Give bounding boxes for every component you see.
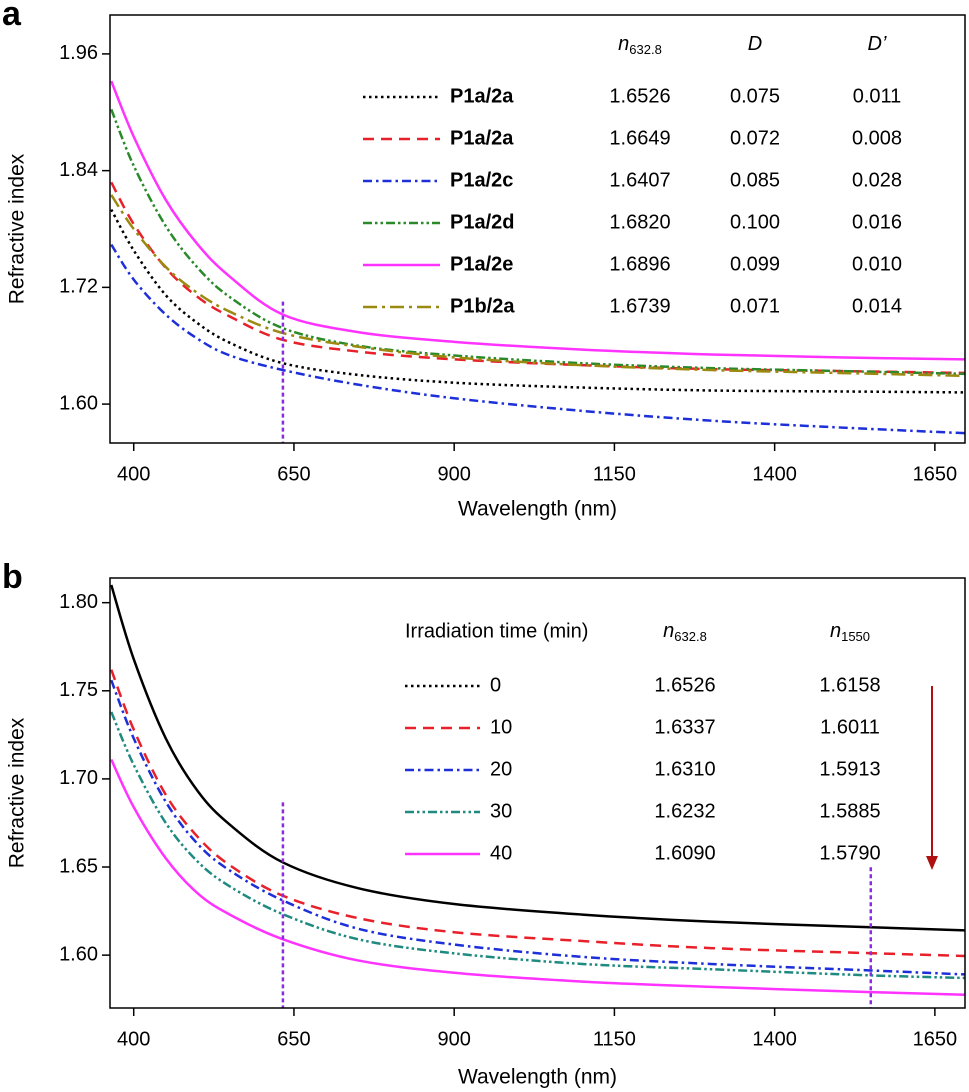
y-tick-label: 1.72 — [59, 276, 98, 298]
table-header: n632.8 — [618, 33, 662, 57]
header-symbol: D’ — [868, 33, 887, 55]
x-tick-label: 1150 — [593, 463, 636, 485]
table-header: n632.8 — [663, 620, 707, 644]
x-tick-label: 900 — [437, 463, 470, 485]
table-cell: 0.071 — [730, 295, 780, 317]
header-subscript: 1550 — [841, 629, 870, 644]
header-symbol: n — [663, 620, 674, 642]
table-cell: 0.008 — [852, 127, 902, 149]
series-line — [110, 669, 965, 958]
x-tick-label: 400 — [117, 463, 150, 485]
series-line — [110, 108, 965, 376]
table-cell: 1.6526 — [654, 674, 715, 696]
table-cell: 1.6158 — [819, 674, 880, 696]
plot-frame — [109, 577, 966, 1009]
legend-label: 10 — [490, 716, 512, 738]
table-cell: 0.099 — [730, 253, 780, 275]
table-header: n1550 — [830, 620, 870, 644]
table-cell: 1.5790 — [819, 842, 880, 864]
x-tick-label: 650 — [277, 463, 310, 485]
table-cell: 1.5885 — [819, 800, 880, 822]
panel-label: a — [2, 0, 22, 33]
x-tick-label: 1150 — [593, 1028, 636, 1050]
x-axis-label: Wavelength (nm) — [458, 1066, 617, 1089]
table-cell: 1.6896 — [609, 253, 670, 275]
table-cell: 0.014 — [852, 295, 902, 317]
header-symbol: n — [618, 33, 629, 55]
table-cell: 0.072 — [730, 127, 780, 149]
y-axis-label: Refractive index — [6, 153, 29, 304]
table-cell: 1.5913 — [819, 758, 880, 780]
y-tick-label: 1.84 — [59, 159, 98, 181]
x-tick-label: 1400 — [752, 463, 797, 485]
legend-label: 20 — [490, 758, 512, 780]
table-header: D — [748, 33, 762, 55]
table-cell: 1.6310 — [654, 758, 715, 780]
table-cell: 0.011 — [853, 85, 902, 107]
table-cell: 1.6011 — [820, 716, 880, 738]
legend-label: 0 — [490, 674, 501, 696]
y-tick-label: 1.80 — [59, 591, 98, 613]
series-line — [110, 181, 965, 375]
table-cell: 0.010 — [852, 253, 902, 275]
x-axis-label: Wavelength (nm) — [458, 498, 617, 521]
x-tick-label: 1650 — [913, 1028, 958, 1050]
series-line — [110, 711, 965, 980]
y-tick-label: 1.60 — [59, 943, 98, 965]
table-cell: 1.6090 — [654, 842, 715, 864]
legend-label: 30 — [490, 800, 512, 822]
table-cell: 1.6820 — [609, 211, 670, 233]
y-axis-label: Refractive index — [6, 717, 29, 868]
series-line — [110, 208, 965, 394]
x-tick-label: 900 — [437, 1028, 470, 1050]
x-tick-label: 650 — [277, 1028, 310, 1050]
table-cell: 0.028 — [852, 169, 902, 191]
table-cell: 0.075 — [730, 85, 780, 107]
table-cell: 1.6337 — [654, 716, 715, 738]
x-tick-label: 1650 — [913, 463, 958, 485]
x-tick-label: 400 — [117, 1028, 150, 1050]
series-line — [110, 80, 965, 361]
legend-label: 40 — [490, 842, 512, 864]
series-line — [110, 758, 965, 996]
table-header: D’ — [868, 33, 887, 55]
legend-label: P1a/2a — [450, 85, 514, 107]
y-tick-label: 1.60 — [59, 392, 98, 414]
header-subscript: 632.8 — [629, 42, 662, 57]
series-line — [110, 584, 965, 932]
y-tick-label: 1.70 — [59, 767, 98, 789]
table-cell: 1.6739 — [609, 295, 670, 317]
table-cell: 0.085 — [730, 169, 780, 191]
legend-label: P1a/2c — [450, 169, 513, 191]
table-cell: 0.100 — [730, 211, 780, 233]
table-cell: 1.6526 — [609, 85, 670, 107]
panel-label: b — [2, 558, 23, 596]
legend-label: P1a/2a — [450, 127, 514, 149]
trend-arrowhead — [926, 856, 938, 870]
legend-label: P1a/2d — [450, 211, 514, 233]
legend-title: Irradiation time (min) — [405, 620, 588, 642]
series-line — [110, 243, 965, 435]
legend-label: P1b/2a — [450, 295, 515, 317]
series-line — [110, 194, 965, 378]
plot-frame — [109, 14, 966, 444]
header-symbol: n — [830, 620, 841, 642]
table-cell: 0.016 — [852, 211, 902, 233]
table-cell: 1.6649 — [609, 127, 670, 149]
legend-label: P1a/2e — [450, 253, 513, 275]
series-line — [110, 679, 965, 976]
y-tick-label: 1.96 — [59, 42, 98, 64]
table-cell: 1.6232 — [654, 800, 715, 822]
y-tick-label: 1.75 — [59, 679, 98, 701]
y-tick-label: 1.65 — [59, 855, 98, 877]
header-subscript: 632.8 — [674, 629, 707, 644]
x-tick-label: 1400 — [752, 1028, 797, 1050]
header-symbol: D — [748, 33, 762, 55]
table-cell: 1.6407 — [609, 169, 670, 191]
